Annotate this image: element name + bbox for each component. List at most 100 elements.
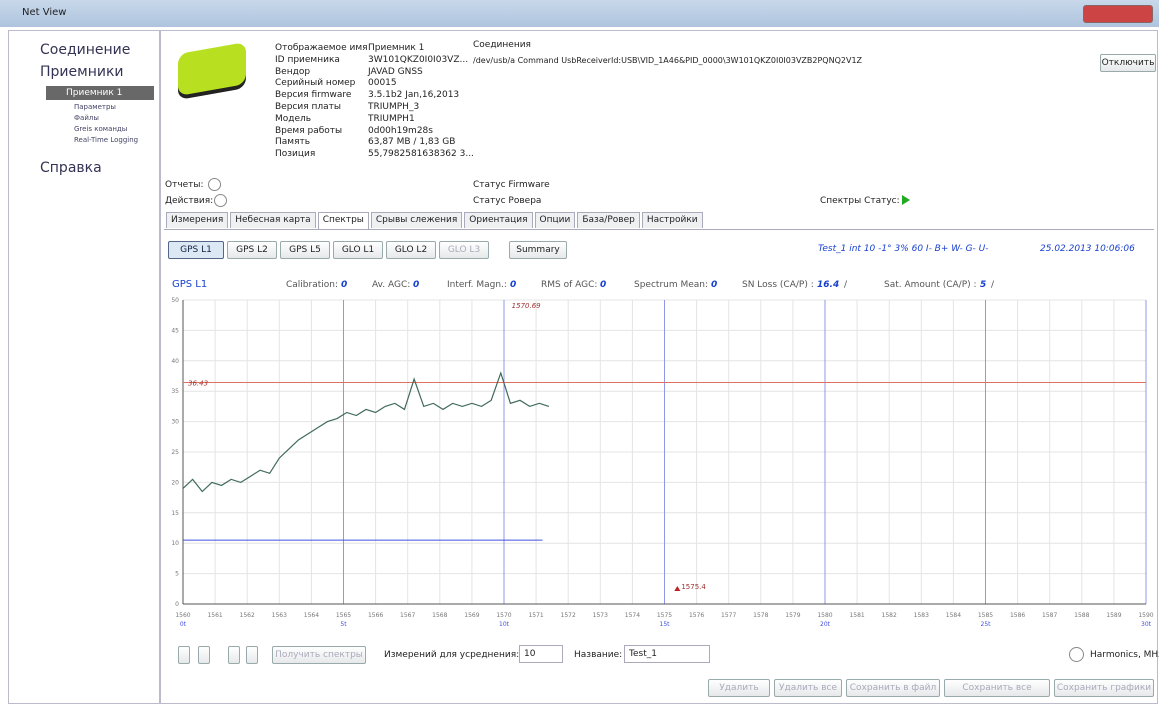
x-tick-label: 1573 [593,612,608,619]
nav-last[interactable] [246,646,258,664]
band-button[interactable]: GPS L5 [280,241,330,259]
field-value: 00015 [368,78,397,89]
main-panel [160,30,1158,704]
band-button[interactable]: GPS L2 [227,241,277,259]
band-button[interactable]: GLO L3 [439,241,489,259]
stat-value: 0 [510,280,517,290]
tab[interactable]: Настройки [641,212,703,228]
stat-label: Sat. Amount (CA/P) : [884,280,977,290]
nav-next[interactable] [228,646,240,664]
stat-label: RMS of AGC: [541,280,598,290]
tab[interactable]: Срывы слежения [370,212,463,228]
time-tick-label: 25t [981,621,992,628]
x-tick-label: 1562 [240,612,255,619]
spectrum-line [182,371,550,493]
nav-sub[interactable]: Файлы [74,114,99,122]
window-controls[interactable] [1083,5,1153,23]
annotation: 1570.69 [512,302,541,310]
stat-value: 0 [413,280,420,290]
fetch-button[interactable]: Получить спектры [272,646,366,664]
nav-prev[interactable] [198,646,210,664]
action-button[interactable]: Удалить [708,679,770,697]
action-button[interactable]: Сохранить графики [1054,679,1154,697]
reports-label: Отчеты: [165,180,204,190]
name-input[interactable]: Test_1 [624,645,710,663]
tab[interactable]: Ориентация [464,212,533,228]
time-tick-label: 10t [499,621,510,628]
time-tick-label: 0t [180,621,187,628]
nav-item[interactable]: Приемники [40,64,124,80]
band-button[interactable]: GLO L1 [333,241,383,259]
field-value: TRIUMPH_3 [368,102,420,112]
x-tick-label: 1588 [1074,612,1089,619]
actions-label: Действия: [165,196,214,206]
nav-sub[interactable]: Greis команды [74,125,128,133]
x-tick-label: 1581 [849,612,864,619]
nav-item[interactable]: Соединение [40,42,131,58]
y-tick-label: 0 [175,601,179,608]
nav-receiver[interactable]: Приемник 1 [66,88,123,98]
nav-item[interactable]: Справка [40,160,102,176]
action-button[interactable]: Удалить все [774,679,842,697]
field-value: JAVAD GNSS [368,66,423,77]
nav-sub[interactable]: Real-Time Logging [74,136,139,144]
x-tick-label: 1574 [625,612,640,619]
chart-title: GPS L1 [172,279,208,290]
tab[interactable]: Измерения [166,212,229,228]
time-tick-label: 20t [820,621,831,628]
tab[interactable]: Опции [534,212,576,228]
nav-sub[interactable]: Параметры [74,103,116,111]
x-tick-label: 1579 [785,612,800,619]
x-tick-label: 1570 [496,612,511,619]
collapse-button[interactable] [1069,647,1084,662]
nav-first[interactable] [178,646,190,664]
x-tick-label: 1564 [304,612,319,619]
y-tick-label: 5 [175,571,179,578]
field-value: 55,7982581638362 3... [368,149,474,160]
status-icon [902,195,910,205]
annotation: 1575.4 [681,583,706,591]
field-label: Память [275,137,311,148]
stat-label: Interf. Magn.: [447,280,507,290]
expand-button[interactable] [214,194,227,207]
x-tick-label: 1561 [207,612,222,619]
x-axis-label: Harmonics, MHz [1090,650,1159,660]
field-value: 3.5.1b2 Jan,16,2013 [368,90,460,101]
x-tick-label: 1580 [817,612,832,619]
expand-button[interactable] [208,178,221,191]
firmware-status: Статус Firmware [473,180,550,190]
x-tick-label: 1563 [272,612,287,619]
field-label: Версия firmware [275,90,352,101]
avg-label: Измерений для усреднения: [384,650,520,660]
timestamp: 25.02.2013 10:06:06 [1040,244,1135,254]
spectra-status: Спектры Статус: [820,196,900,206]
name-label: Название: [574,650,623,660]
action-button[interactable]: Сохранить все [944,679,1050,697]
field-value: Приемник 1 [368,43,425,53]
status-line: Test_1 int 10 -1° 3% 60 I- B+ W- G- U- [818,244,989,254]
band-button[interactable]: GLO L2 [386,241,436,259]
tab[interactable]: База/Ровер [577,212,640,228]
avg-select[interactable]: 10 [519,645,563,663]
band-button[interactable]: GPS L1 [168,241,224,259]
tab[interactable]: Спектры [317,212,369,230]
x-tick-label: 1569 [464,612,479,619]
tab[interactable]: Небесная карта [230,212,316,228]
band-button[interactable]: Summary [509,241,567,259]
stat-label: Spectrum Mean: [634,280,709,290]
x-tick-label: 1567 [400,612,415,619]
x-tick-label: 1571 [528,612,543,619]
disconnect-button[interactable]: Отключить [1100,54,1156,72]
stat-label: Av. AGC: [372,280,411,290]
x-tick-label: 1586 [1010,612,1025,619]
field-value: 0d00h19m28s [368,125,433,136]
connections-label[interactable]: Соединения [473,40,531,50]
x-tick-label: 1577 [721,612,736,619]
connection-path: /dev/usb/a Command UsbReceiverId:USB\VID… [473,56,863,65]
y-tick-label: 50 [171,297,179,304]
x-tick-label: 1575 [657,612,672,619]
action-button[interactable]: Сохранить в файл [846,679,940,697]
stat-value: 16.4 [817,280,840,290]
y-tick-label: 30 [171,419,179,426]
